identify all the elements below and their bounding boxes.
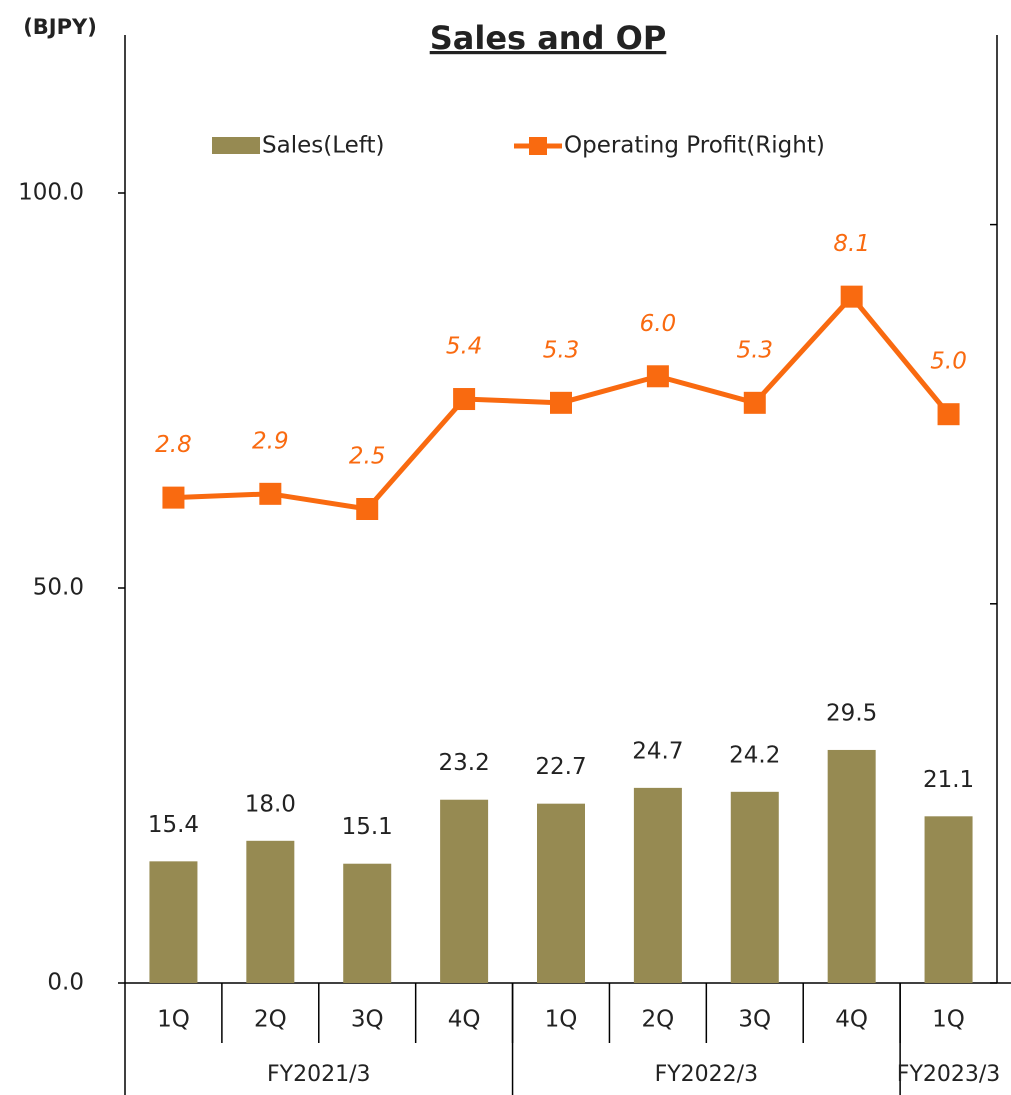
op-value-label: 5.0	[930, 349, 967, 375]
bar	[730, 791, 779, 983]
y-axis-label: (BJPY)	[23, 15, 97, 39]
group-label: FY2023/3	[897, 1062, 1001, 1087]
op-marker	[743, 391, 766, 414]
bar	[633, 787, 682, 983]
legend-swatch	[212, 137, 260, 154]
op-value-label: 2.9	[252, 428, 289, 454]
bar	[440, 799, 489, 983]
y-tick-label: 100.0	[18, 180, 84, 206]
op-marker	[259, 482, 282, 505]
bar-value-label: 15.4	[148, 812, 199, 838]
y-tick-label: 0.0	[47, 970, 84, 996]
op-marker	[356, 498, 379, 520]
op-marker	[840, 285, 863, 308]
op-value-label: 2.5	[349, 444, 386, 470]
op-marker	[453, 388, 476, 411]
op-value-label: 2.8	[155, 432, 192, 458]
bar-value-label: 15.1	[342, 814, 393, 840]
op-value-label: 5.3	[736, 337, 773, 363]
op-marker	[937, 403, 960, 426]
bar	[343, 863, 392, 983]
x-tick-label: 2Q	[254, 1007, 287, 1033]
op-value-label: 8.1	[833, 231, 870, 257]
bar-value-label: 23.2	[439, 750, 490, 776]
bar-value-label: 21.1	[923, 767, 974, 793]
legend-swatch	[529, 137, 547, 155]
bar-value-label: 29.5	[826, 700, 877, 726]
x-tick-label: 1Q	[157, 1007, 190, 1033]
group-label: FY2021/3	[267, 1062, 371, 1087]
legend-label: Sales(Left)	[262, 133, 384, 159]
op-marker	[162, 486, 185, 509]
bar	[537, 803, 585, 983]
op-marker	[646, 365, 669, 388]
op-value-label: 6.0	[640, 311, 677, 337]
x-tick-label: 3Q	[351, 1007, 384, 1033]
bar-value-label: 22.7	[535, 754, 586, 780]
bar-value-label: 24.7	[632, 738, 683, 764]
legend-label: Operating Profit(Right)	[564, 133, 825, 159]
op-value-label: 5.3	[543, 337, 580, 363]
x-tick-label: 2Q	[642, 1007, 675, 1033]
x-tick-label: 1Q	[545, 1007, 578, 1033]
op-value-label: 5.4	[446, 334, 483, 360]
chart-title: Sales and OP	[430, 19, 667, 57]
bar-value-label: 24.2	[729, 742, 780, 768]
bar-value-label: 18.0	[245, 791, 296, 817]
bar	[246, 840, 295, 983]
bar	[149, 861, 198, 983]
x-tick-label: 4Q	[835, 1007, 868, 1033]
x-tick-label: 1Q	[932, 1007, 965, 1033]
x-tick-label: 3Q	[738, 1007, 771, 1033]
bar	[924, 816, 973, 983]
x-tick-label: 4Q	[448, 1007, 481, 1033]
y-tick-label: 50.0	[33, 575, 84, 601]
group-label: FY2022/3	[655, 1062, 759, 1087]
bar	[827, 749, 876, 983]
op-marker	[550, 391, 572, 414]
